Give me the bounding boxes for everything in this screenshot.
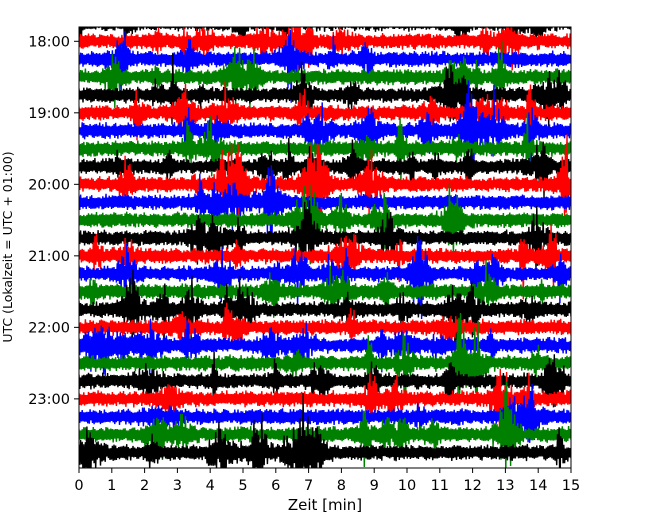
x-tick-label: 11 <box>431 478 449 494</box>
y-tick-label: 18:00 <box>28 34 70 50</box>
trace-row-1350 <box>79 312 571 406</box>
trace-row-1395 <box>79 383 571 457</box>
x-axis: 0 1 2 3 4 5 6 7 8 9 10 11 12 13 14 15 <box>74 468 580 494</box>
x-tick-label: 5 <box>238 478 247 494</box>
trace-row-1245 <box>79 200 571 280</box>
trace-row-1215 <box>79 165 571 239</box>
y-tick-label: 23:00 <box>28 392 70 408</box>
plot-frame <box>78 26 572 469</box>
x-tick-label: 1 <box>107 478 116 494</box>
x-tick-label: 6 <box>271 478 280 494</box>
x-tick-label: 9 <box>370 478 379 494</box>
x-tick-label: 12 <box>463 478 481 494</box>
x-tick-label: 3 <box>173 478 182 494</box>
y-axis-label: UTC (Lokalzeit = UTC + 01:00) <box>0 151 15 342</box>
trace-group <box>79 27 571 468</box>
trace-row-1155 <box>79 80 571 171</box>
x-tick-label: 4 <box>206 478 215 494</box>
x-tick-label: 2 <box>140 478 149 494</box>
trace-row-1170 <box>79 112 571 184</box>
y-tick-label: 19:00 <box>28 106 70 122</box>
trace-row-1320 <box>79 302 571 350</box>
x-tick-label: 8 <box>337 478 346 494</box>
trace-row-1425 <box>79 393 571 468</box>
trace-row-1110 <box>79 40 571 109</box>
trace-row-1125 <box>79 53 571 128</box>
trace-row-1140 <box>79 80 571 146</box>
x-tick-label: 0 <box>74 478 83 494</box>
trace-row-1335 <box>79 318 571 377</box>
trace-row-1275 <box>79 235 571 320</box>
trace-row-1200 <box>79 134 571 230</box>
trace-row-1380 <box>79 368 571 438</box>
trace-row-1080 <box>79 27 571 76</box>
y-tick-label: 21:00 <box>28 249 70 265</box>
trace-row-1095 <box>79 29 571 103</box>
trace-row-1290 <box>79 259 571 318</box>
y-tick-label: 22:00 <box>28 320 70 336</box>
x-tick-label: 7 <box>304 478 313 494</box>
x-tick-label: 10 <box>398 478 416 494</box>
x-tick-label: 14 <box>529 478 547 494</box>
trace-row-1260 <box>79 224 571 300</box>
trace-row-1230 <box>79 183 571 265</box>
x-tick-label: 13 <box>496 478 514 494</box>
x-tick-label: 15 <box>562 478 580 494</box>
x-axis-label: Zeit [min] <box>288 496 362 514</box>
y-axis: 18:00 19:00 20:00 21:00 22:00 23:00 <box>28 34 79 408</box>
trace-row-1305 <box>79 269 571 356</box>
y-tick-label: 20:00 <box>28 177 70 193</box>
